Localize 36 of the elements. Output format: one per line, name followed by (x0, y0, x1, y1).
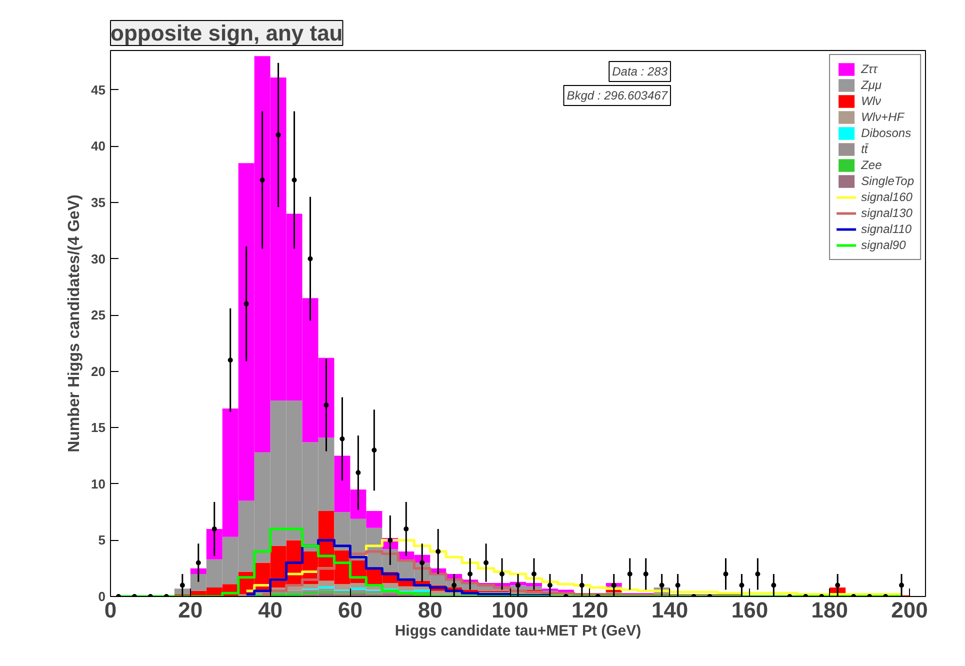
y-tick-label: 20 (91, 364, 106, 379)
y-tick-label: 5 (98, 532, 106, 548)
legend-label: Zττ (861, 61, 879, 77)
legend-label: Zee (861, 157, 882, 173)
x-tick-label: 160 (731, 598, 768, 622)
x-tick-label: 80 (418, 598, 442, 622)
y-axis-title: Number Higgs candidates/(4 GeV) (66, 194, 84, 452)
y-tick-label: 25 (91, 308, 106, 323)
y-tick-label: 35 (91, 194, 106, 210)
x-tick-label: 40 (258, 598, 283, 622)
x-tick-label: 60 (338, 598, 362, 622)
legend-label: Wlν (861, 93, 882, 109)
legend-label: Dibosons (861, 125, 912, 141)
x-axis-title: Higgs candidate tau+MET Pt (GeV) (394, 622, 642, 640)
legend-label: signal160 (861, 189, 912, 205)
x-tick-label: 120 (572, 598, 608, 622)
y-tick-label: 30 (91, 251, 106, 266)
legend-label: Zμμ (861, 77, 882, 93)
annotation: Data : 283 (612, 64, 668, 78)
legend-label: Wlν+HF (861, 109, 904, 125)
x-tick-label: 180 (811, 598, 848, 622)
x-tick-label: 200 (891, 598, 928, 622)
annotation: Bkgd : 296.603467 (566, 88, 669, 102)
y-tick-label: 45 (91, 82, 106, 98)
legend-label: signal90 (861, 237, 906, 253)
chart-title: opposite sign, any tau (110, 20, 343, 46)
legend-label: signal130 (861, 205, 912, 221)
legend-label: signal110 (861, 221, 912, 237)
x-tick-label: 140 (651, 598, 688, 622)
x-tick-label: 20 (178, 598, 203, 622)
legend-label: tt̄ (861, 141, 870, 157)
y-tick-label: 40 (91, 138, 106, 154)
x-tick-label: 100 (492, 598, 528, 622)
legend-label: SingleTop (861, 173, 914, 189)
y-tick-label: 15 (91, 420, 106, 436)
y-tick-label: 10 (91, 476, 106, 492)
